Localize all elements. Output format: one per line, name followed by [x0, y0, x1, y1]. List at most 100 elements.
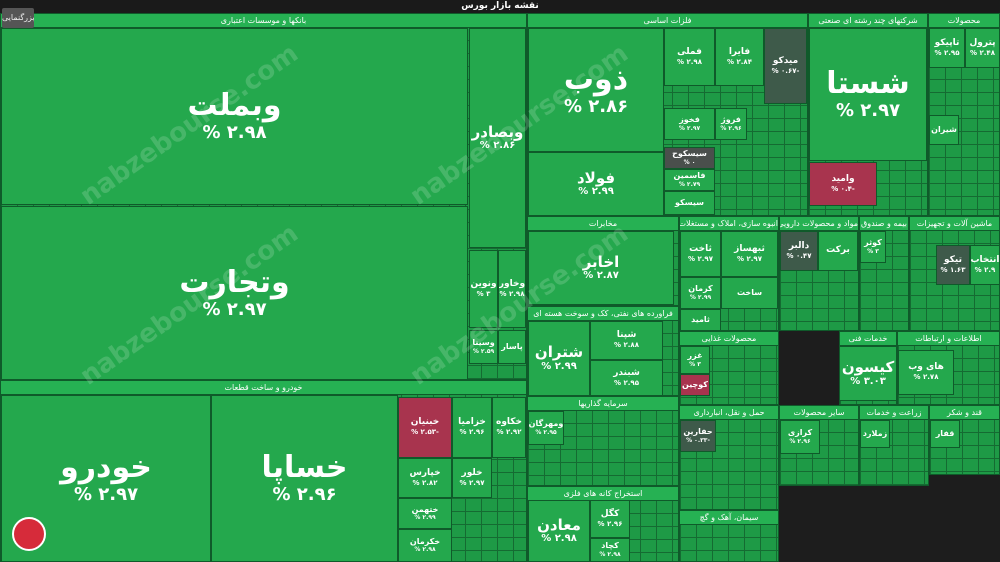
stock-tile[interactable]: وامید -۰.۴ %: [809, 162, 877, 206]
stock-tile[interactable]: کچاد ۲.۹۸ %: [590, 538, 630, 562]
stock-tile[interactable]: برکت: [818, 231, 858, 271]
stock-tile[interactable]: خساپا ۲.۹۶ %: [211, 395, 398, 562]
stock-tile[interactable]: شبندر ۲.۹۵ %: [590, 360, 663, 396]
stock-tile[interactable]: های وب ۲.۷۸ %: [898, 350, 954, 395]
stock-change: ۳ %: [476, 289, 491, 298]
stock-change: ۲.۹۲ %: [496, 428, 522, 437]
stock-change: ۲.۹۶ %: [597, 519, 623, 528]
stock-tile[interactable]: سیسکوح ۰ %: [664, 147, 715, 169]
stock-tile[interactable]: پاسار: [498, 330, 526, 364]
stock-change: ۲.۹۷ %: [459, 478, 485, 487]
stock-tile[interactable]: خبنیان -۲.۵۳ %: [398, 397, 452, 458]
stock-change: ۲.۸۸ %: [614, 341, 639, 350]
stock-name: ثاخت: [689, 243, 712, 254]
sector-title: اطلاعات و ارتباطات: [898, 332, 999, 346]
stock-tile[interactable]: وبملت ۲.۹۸ %: [1, 28, 468, 205]
stock-tile[interactable]: میدکو -۰.۶۷ %: [764, 28, 807, 104]
stock-name: وبملت: [187, 88, 282, 124]
stock-name: کوچین: [682, 379, 708, 389]
stock-tile[interactable]: وتجارت ۲.۹۷ %: [1, 206, 468, 380]
sector-title: محصولات غذایی: [680, 332, 778, 346]
stock-tile[interactable]: تاپیکو ۲.۹۵ %: [929, 28, 965, 68]
top-bar: نقشه بازار بورس: [0, 0, 1000, 13]
stock-change: ۲.۸۶ %: [563, 95, 629, 117]
sector-title: محصولات: [929, 14, 999, 28]
stock-tile[interactable]: کرازی ۲.۹۶ %: [780, 420, 820, 454]
stock-tile[interactable]: زملارد: [860, 420, 890, 448]
sector-title: خدمات فنی: [840, 332, 896, 346]
stock-change: -۰.۶۷ %: [771, 66, 800, 75]
stock-name: ومهرگان: [528, 419, 564, 428]
stock-tile[interactable]: وبصادر ۲.۸۶ %: [469, 28, 526, 248]
stock-tile[interactable]: فاسمین ۲.۷۹ %: [664, 169, 715, 191]
stock-tile[interactable]: پترول ۲.۴۸ %: [965, 28, 1000, 68]
stock-tile[interactable]: شستا ۲.۹۷ %: [809, 28, 927, 161]
stock-tile[interactable]: خزامیا ۲.۹۶ %: [452, 397, 492, 458]
stock-change: ۲.۹۸ %: [599, 550, 621, 558]
stock-tile[interactable]: ساخت: [721, 277, 778, 309]
sector-title: فراورده های نفتی، کک و سوخت هسته ای: [528, 307, 678, 321]
stock-tile[interactable]: خکاوه ۲.۹۲ %: [492, 397, 526, 458]
stock-tile[interactable]: شتران ۲.۹۹ %: [528, 321, 590, 396]
stock-name: فخوز: [679, 115, 700, 124]
stock-tile[interactable]: کیسون ۳.۰۳ %: [839, 346, 897, 401]
stock-name: تاپیکو: [934, 37, 960, 48]
stock-tile[interactable]: فایرا ۲.۸۴ %: [715, 28, 764, 86]
stock-name: ونوین: [470, 278, 497, 289]
stock-name: های وب: [908, 362, 944, 373]
stock-name: برکت: [826, 245, 850, 256]
stock-tile[interactable]: خکرمان ۲.۹۸ %: [398, 529, 452, 562]
stock-tile[interactable]: قفار: [930, 420, 960, 448]
stock-tile[interactable]: ثاخت ۲.۹۷ %: [680, 231, 721, 277]
stock-tile[interactable]: کگل ۲.۹۶ %: [590, 500, 630, 538]
stock-tile[interactable]: تیکو ۱.۶۳ %: [936, 245, 970, 285]
stock-tile[interactable]: شیران: [929, 115, 959, 145]
stock-change: ۲.۷۹ %: [678, 180, 701, 188]
stock-change: ۲.۴۸ %: [970, 48, 995, 57]
stock-tile[interactable]: کوثر ۳ %: [860, 231, 886, 263]
stock-change: ۳ %: [867, 247, 879, 255]
stock-tile[interactable]: ثبهساز ۲.۹۷ %: [721, 231, 778, 277]
stock-tile[interactable]: ومهرگان ۲.۹۵ %: [528, 411, 564, 445]
stock-tile[interactable]: کرمان ۲.۹۹ %: [680, 277, 721, 309]
stock-name: اخابر: [582, 252, 620, 271]
logo: [12, 517, 46, 551]
stock-tile[interactable]: غزر ۳ %: [680, 346, 710, 374]
stock-tile[interactable]: سیسکو: [664, 191, 715, 215]
stock-change: ۲.۹۹ %: [414, 514, 436, 522]
stock-tile[interactable]: وخاور ۲.۹۸ %: [498, 250, 526, 328]
stock-change: ۳.۰۳ %: [850, 375, 886, 387]
stock-tile[interactable]: اخابر ۲.۸۷ %: [528, 231, 674, 305]
sector-title: سیمان، آهک و گچ: [680, 511, 778, 525]
stock-name: کچاد: [601, 541, 619, 550]
stock-tile[interactable]: فملی ۲.۹۸ %: [664, 28, 715, 86]
stock-tile[interactable]: ذوب ۲.۸۶ %: [528, 28, 664, 152]
stock-tile[interactable]: فخوز ۲.۹۷ %: [664, 108, 715, 140]
stock-tile[interactable]: دالبر ۰.۴۷ %: [780, 231, 818, 271]
stock-tile[interactable]: معادن ۲.۹۸ %: [528, 500, 590, 562]
stock-tile[interactable]: ونوین ۳ %: [469, 250, 498, 328]
sector-title: حمل و نقل، انبارداری: [680, 406, 778, 420]
stock-tile[interactable]: ختهمن ۲.۹۹ %: [398, 498, 452, 529]
stock-change: ۲.۹۷ %: [835, 100, 901, 122]
stock-tile[interactable]: وسینا ۲.۵۹ %: [469, 330, 498, 364]
stock-tile[interactable]: ثامید: [680, 309, 721, 331]
stock-change: ۲.۹۸ %: [202, 122, 267, 144]
stock-tile[interactable]: حفارین -۰.۳۳ %: [680, 420, 716, 452]
stock-name: ذوب: [563, 61, 629, 97]
stock-tile[interactable]: انتخاب ۲.۹ %: [970, 245, 1000, 285]
stock-name: شتران: [534, 343, 584, 362]
stock-tile[interactable]: شپنا ۲.۸۸ %: [590, 321, 663, 360]
stock-tile[interactable]: کوچین: [680, 374, 710, 396]
stock-name: فایرا: [728, 46, 751, 57]
stock-tile[interactable]: خپارس ۲.۸۲ %: [398, 458, 452, 498]
stock-name: کرمان: [688, 284, 713, 293]
stock-tile[interactable]: خلور ۲.۹۷ %: [452, 458, 492, 498]
stock-tile[interactable]: فولاد ۲.۹۹ %: [528, 152, 664, 216]
sector-title: استخراج کانه های فلزی: [528, 487, 678, 501]
sector-title: انبوه سازی، املاک و مستغلات: [680, 217, 778, 231]
stock-name: پاسار: [501, 341, 523, 351]
zoom-button[interactable]: بزرگنمایی: [2, 8, 34, 28]
stock-name: خلور: [461, 467, 483, 478]
stock-tile[interactable]: فروژ ۲.۹۶ %: [715, 108, 747, 140]
